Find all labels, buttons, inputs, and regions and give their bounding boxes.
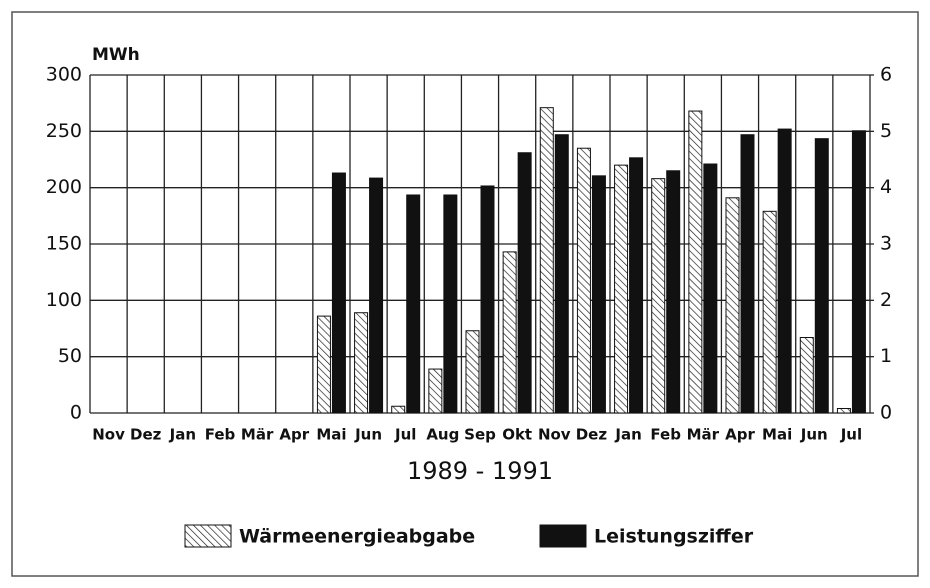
x-tick-label: Nov: [92, 426, 125, 444]
bar: [666, 170, 681, 414]
y-tick-label: 0: [70, 402, 82, 424]
x-tick-label: Jan: [169, 426, 196, 444]
bar: [614, 164, 629, 414]
bar: [740, 134, 755, 414]
bar: [591, 175, 606, 414]
x-tick-label: Aug: [426, 426, 459, 444]
x-tick-label: Apr: [279, 426, 309, 444]
bar: [554, 134, 569, 414]
bar: [688, 110, 703, 414]
y-tick-label: 250: [46, 120, 82, 142]
bar: [539, 107, 554, 414]
legend-swatch: [539, 524, 587, 548]
bar: [703, 163, 718, 414]
bar: [502, 251, 517, 414]
x-tick-label: Nov: [538, 426, 571, 444]
x-tick-label: Mai: [762, 426, 792, 444]
x-tick-label: Mär: [687, 426, 720, 444]
bar: [576, 147, 591, 414]
bar: [517, 152, 532, 414]
bar: [629, 157, 644, 414]
bar: [331, 172, 346, 414]
legend-label: Wärmeenergieabgabe: [239, 526, 475, 548]
y2-tick-label: 0: [880, 402, 892, 424]
y2-tick-label: 6: [880, 64, 892, 86]
x-tick-label: Mai: [316, 426, 346, 444]
bar: [836, 407, 851, 414]
bar: [316, 315, 331, 414]
bar: [480, 185, 495, 414]
x-tick-label: Feb: [650, 426, 681, 444]
bar: [428, 368, 443, 414]
x-tick-label: Jul: [840, 426, 862, 444]
x-tick-label: Dez: [576, 426, 608, 444]
y-unit: MWh: [92, 45, 140, 65]
y-tick-label: 200: [46, 176, 82, 198]
bar: [814, 138, 829, 414]
bar: [465, 330, 480, 414]
x-tick-label: Jan: [614, 426, 641, 444]
bar: [443, 194, 458, 414]
y2-tick-label: 3: [880, 233, 892, 255]
legend-swatch: [184, 524, 232, 548]
x-tick-label: Jul: [394, 426, 416, 444]
bar: [354, 312, 369, 414]
y2-tick-label: 5: [880, 120, 892, 142]
x-tick-label: Jun: [354, 426, 382, 444]
x-tick-label: Apr: [725, 426, 755, 444]
x-tick-label: Okt: [502, 426, 532, 444]
y-tick-label: 150: [46, 233, 82, 255]
bar: [369, 177, 384, 414]
x-tick-label: Jun: [800, 426, 828, 444]
bar: [391, 405, 406, 414]
y-tick-label: 300: [46, 64, 82, 86]
y2-tick-label: 4: [880, 176, 892, 198]
bar: [651, 178, 666, 414]
bar: [406, 194, 421, 414]
y2-tick-label: 2: [880, 289, 892, 311]
y2-tick-label: 1: [880, 345, 892, 367]
y-tick-label: 50: [58, 345, 82, 367]
x-axis-label: 1989 - 1991: [407, 457, 553, 485]
legend-label: Leistungsziffer: [594, 526, 754, 548]
x-tick-label: Mär: [241, 426, 274, 444]
y-tick-label: 100: [46, 289, 82, 311]
bar: [762, 210, 777, 414]
bar: [725, 197, 740, 414]
frame: [11, 11, 919, 577]
bar: [851, 130, 866, 414]
x-tick-label: Sep: [464, 426, 496, 444]
bar: [799, 337, 814, 414]
x-tick-label: Dez: [130, 426, 162, 444]
bar: [777, 128, 792, 414]
x-tick-label: Feb: [205, 426, 236, 444]
